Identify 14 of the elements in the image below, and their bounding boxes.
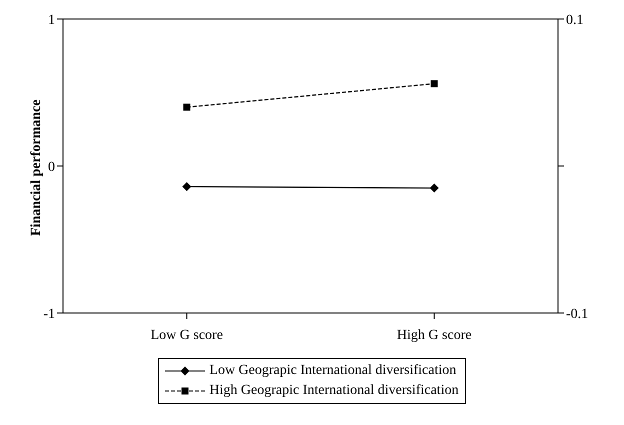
- y-tick-label: 0: [48, 160, 55, 175]
- point: [430, 80, 438, 88]
- y-axis-title: Financial performance: [28, 100, 44, 236]
- y-tick-label: -1: [43, 306, 55, 322]
- legend-label: Low Geograpic International diversification: [209, 363, 456, 379]
- y2-tick-label: -0.1: [566, 306, 588, 322]
- x-tick-label: High G score: [396, 328, 472, 343]
- point: [182, 182, 192, 192]
- y-tick-label: 1: [48, 12, 55, 28]
- x-tick-label: Low G score: [150, 328, 223, 343]
- legend-label: High Geograpic International diversification: [209, 383, 459, 399]
- y2-tick-label: 0.1: [566, 12, 584, 28]
- point: [183, 104, 190, 111]
- point: [430, 184, 439, 193]
